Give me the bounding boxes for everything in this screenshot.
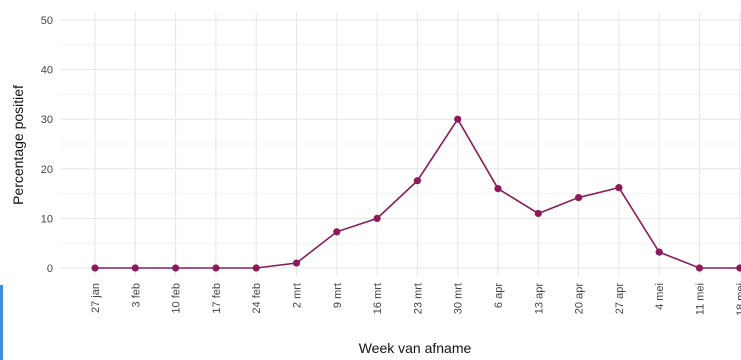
grid-lines bbox=[60, 12, 741, 276]
y-axis-label: Percentage positief bbox=[10, 85, 26, 205]
x-tick-label: 17 feb bbox=[211, 283, 223, 314]
x-tick-label: 6 apr bbox=[493, 283, 505, 308]
data-point bbox=[252, 264, 260, 272]
x-tick-label: 20 apr bbox=[574, 283, 586, 315]
x-axis-label: Week van afname bbox=[359, 340, 472, 356]
y-tick-label: 10 bbox=[41, 213, 53, 225]
x-tick-label: 13 apr bbox=[533, 283, 545, 315]
x-tick-label: 27 jan bbox=[90, 283, 102, 313]
series-line-group bbox=[91, 115, 741, 272]
x-tick-label: 27 apr bbox=[614, 283, 626, 315]
x-tick-label: 11 mei bbox=[695, 283, 707, 315]
left-edge-strip bbox=[0, 285, 3, 360]
x-tick-label: 3 feb bbox=[130, 283, 142, 307]
data-point bbox=[292, 259, 301, 267]
x-tick-label: 23 mrt bbox=[412, 283, 424, 314]
y-tick-label: 40 bbox=[41, 65, 53, 77]
x-tick-label: 4 mei bbox=[654, 283, 666, 310]
data-point bbox=[172, 264, 180, 272]
data-point bbox=[333, 228, 341, 236]
data-point bbox=[494, 185, 502, 193]
data-point bbox=[131, 264, 139, 272]
data-point bbox=[736, 264, 741, 272]
data-point bbox=[454, 115, 462, 123]
y-tick-labels: 0 10 20 30 40 50 bbox=[41, 15, 53, 275]
x-tick-label: 16 mrt bbox=[372, 283, 384, 314]
x-tick-label: 18 mei bbox=[735, 283, 741, 316]
y-tick-label: 0 bbox=[47, 263, 53, 275]
data-point bbox=[615, 184, 623, 192]
data-point bbox=[212, 264, 220, 272]
data-point bbox=[534, 209, 542, 218]
x-tick-label: 10 feb bbox=[171, 283, 183, 314]
x-tick-label: 24 feb bbox=[251, 283, 263, 314]
data-point bbox=[413, 177, 421, 185]
data-point bbox=[575, 193, 583, 202]
x-tick-label: 2 mrt bbox=[292, 283, 304, 308]
y-tick-label: 20 bbox=[41, 164, 53, 176]
x-tick-labels: 27 jan 3 feb 10 feb 17 feb 24 feb 2 mrt 9 mrt 1… bbox=[90, 283, 741, 316]
data-point bbox=[373, 214, 381, 222]
data-point bbox=[91, 264, 99, 272]
data-point bbox=[655, 248, 663, 256]
y-tick-label: 30 bbox=[41, 114, 53, 126]
data-point bbox=[695, 264, 704, 272]
y-tick-label: 50 bbox=[41, 15, 53, 27]
x-tick-label: 30 mrt bbox=[453, 283, 465, 314]
x-tick-label: 9 mrt bbox=[332, 283, 344, 308]
